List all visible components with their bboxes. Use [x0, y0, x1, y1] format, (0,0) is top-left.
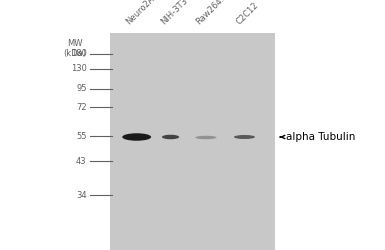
- Text: 55: 55: [76, 132, 87, 141]
- Text: NIH-3T3: NIH-3T3: [159, 0, 189, 26]
- Text: MW
(kDa): MW (kDa): [64, 39, 87, 58]
- Ellipse shape: [196, 136, 217, 139]
- Text: alpha Tubulin: alpha Tubulin: [286, 132, 355, 142]
- Ellipse shape: [162, 135, 179, 139]
- Text: 34: 34: [76, 190, 87, 200]
- Ellipse shape: [234, 135, 255, 139]
- Text: C2C12: C2C12: [234, 0, 260, 26]
- Text: 43: 43: [76, 157, 87, 166]
- Text: 180: 180: [71, 49, 87, 58]
- Text: 95: 95: [76, 84, 87, 93]
- Text: Raw264.7: Raw264.7: [194, 0, 229, 26]
- Ellipse shape: [122, 133, 151, 141]
- Text: 72: 72: [76, 103, 87, 112]
- Text: 130: 130: [71, 64, 87, 73]
- Bar: [110, 32, 275, 250]
- Text: Neuro2A: Neuro2A: [124, 0, 157, 26]
